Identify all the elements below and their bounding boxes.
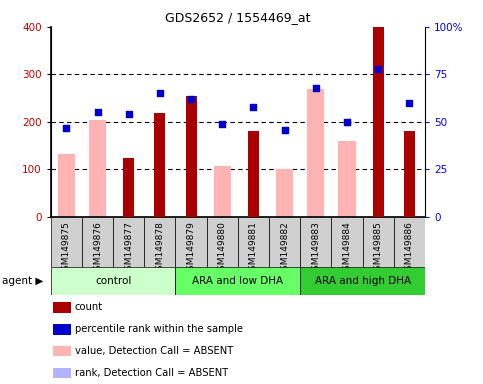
Bar (307, 89, 325, 217)
Text: percentile rank within the sample: percentile rank within the sample (74, 324, 242, 334)
Bar (123, 157, 134, 217)
Text: GSM149878: GSM149878 (156, 221, 164, 276)
Bar (51, 267, 175, 295)
Point (406, 100, 413, 106)
Bar (53, 346, 71, 356)
Point (374, 66, 382, 72)
Text: GSM149875: GSM149875 (62, 221, 71, 276)
Text: GSM149881: GSM149881 (249, 221, 258, 276)
Point (94, 109, 101, 116)
Bar (404, 131, 415, 217)
Point (62, 124, 70, 131)
Bar (339, 141, 355, 217)
Point (62, 124, 70, 131)
Bar (213, 166, 231, 217)
Bar (113, 217, 144, 267)
Bar (394, 217, 425, 267)
Bar (185, 96, 197, 217)
Bar (51, 217, 82, 267)
Bar (155, 113, 165, 217)
Text: control: control (95, 276, 131, 286)
Text: ARA and low DHA: ARA and low DHA (192, 276, 284, 286)
Bar (269, 217, 300, 267)
Text: GSM149880: GSM149880 (218, 221, 227, 276)
Text: GSM149877: GSM149877 (124, 221, 133, 276)
Text: agent ▶: agent ▶ (2, 276, 44, 286)
Point (343, 119, 351, 125)
Bar (238, 217, 269, 267)
Text: GSM149886: GSM149886 (405, 221, 414, 276)
Text: GSM149883: GSM149883 (312, 221, 320, 276)
Point (125, 111, 132, 118)
Text: ARA and high DHA: ARA and high DHA (314, 276, 411, 286)
Point (187, 96, 195, 102)
Point (156, 90, 164, 96)
Text: rank, Detection Call = ABSENT: rank, Detection Call = ABSENT (74, 368, 228, 378)
Bar (175, 217, 207, 267)
Text: GSM149884: GSM149884 (342, 221, 352, 276)
Point (250, 104, 257, 110)
Point (218, 121, 226, 127)
Title: GDS2652 / 1554469_at: GDS2652 / 1554469_at (165, 11, 311, 24)
Bar (373, 27, 384, 217)
Bar (53, 368, 71, 378)
Bar (53, 324, 71, 334)
Bar (58, 154, 75, 217)
Bar (300, 267, 425, 295)
Bar (53, 302, 71, 313)
Bar (248, 131, 259, 217)
Bar (331, 217, 363, 267)
Text: GSM149882: GSM149882 (280, 221, 289, 276)
Bar (300, 217, 331, 267)
Bar (144, 217, 175, 267)
Bar (89, 119, 106, 217)
Bar (276, 169, 293, 217)
Point (281, 126, 288, 132)
Point (312, 84, 320, 91)
Text: value, Detection Call = ABSENT: value, Detection Call = ABSENT (74, 346, 233, 356)
Point (281, 126, 288, 132)
Bar (82, 217, 113, 267)
Text: GSM149885: GSM149885 (374, 221, 383, 276)
Point (343, 119, 351, 125)
Text: GSM149876: GSM149876 (93, 221, 102, 276)
Text: count: count (74, 302, 103, 313)
Text: GSM149879: GSM149879 (186, 221, 196, 276)
Bar (363, 217, 394, 267)
Bar (175, 267, 300, 295)
Bar (207, 217, 238, 267)
